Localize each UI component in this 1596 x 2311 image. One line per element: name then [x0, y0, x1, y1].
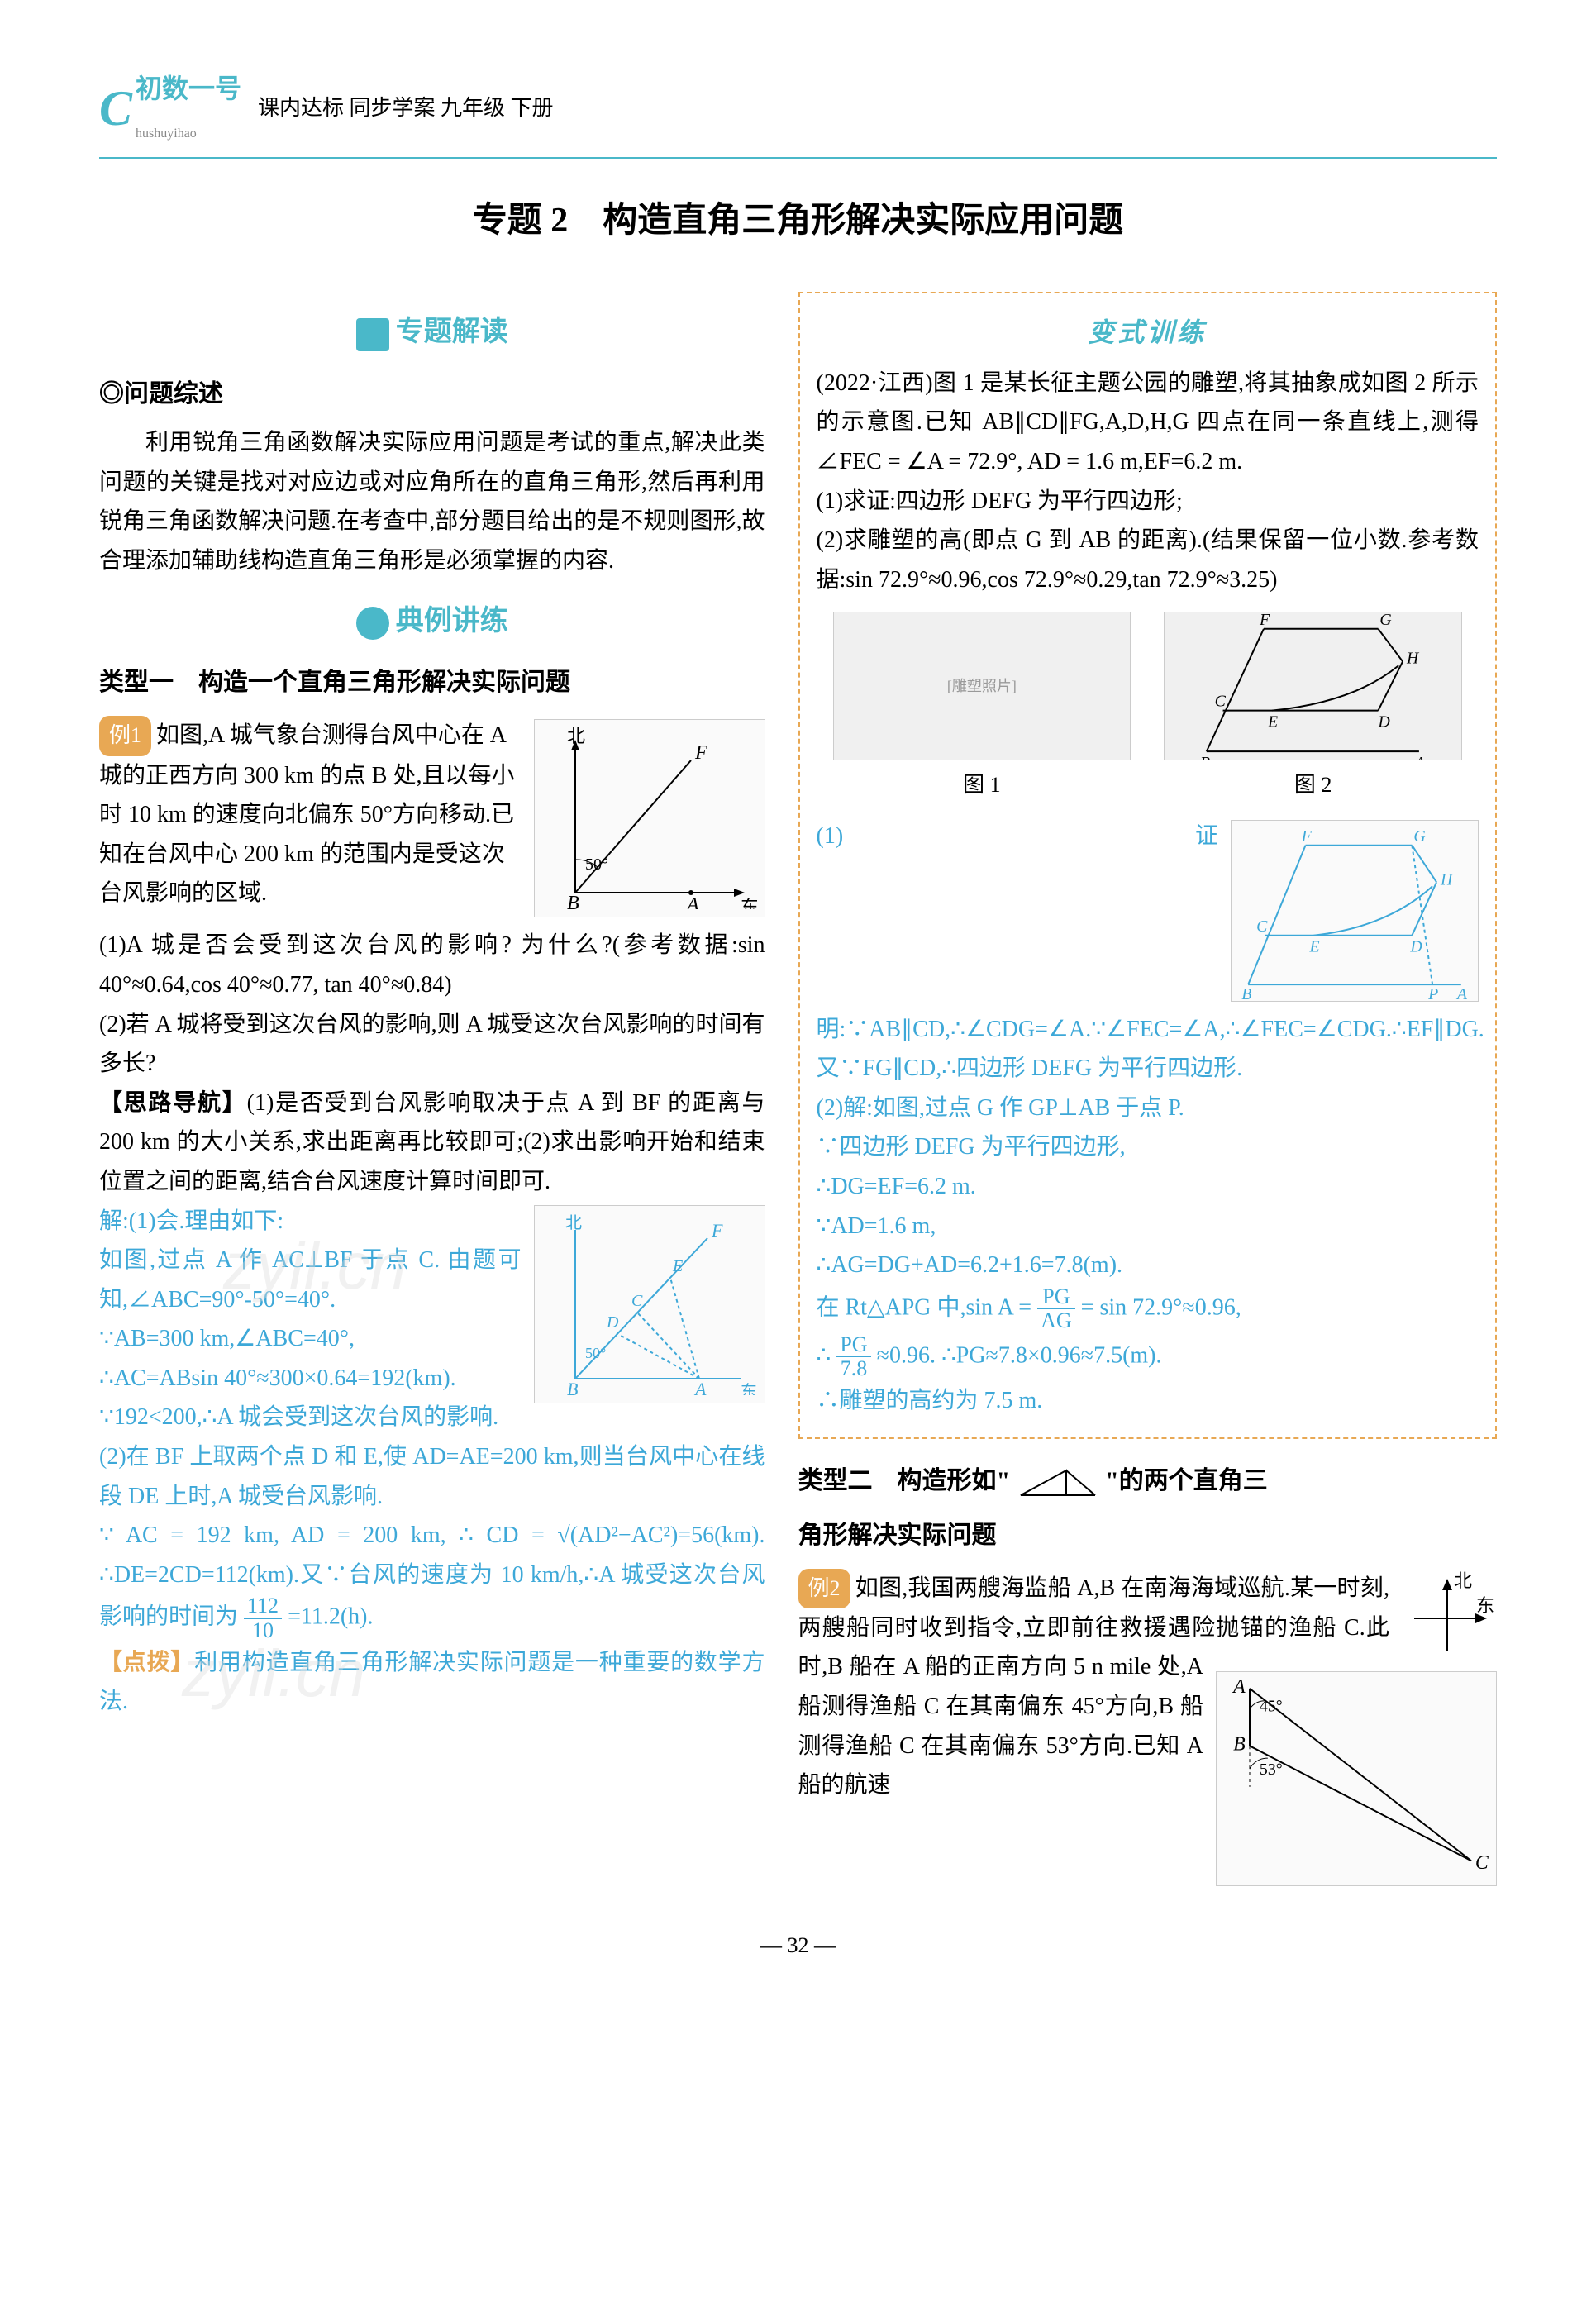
svg-text:E: E: [1309, 937, 1320, 955]
logo-text: 初数一号: [136, 74, 241, 103]
svg-text:北: 北: [1454, 1570, 1472, 1591]
variant-title: 变式训练: [817, 310, 1479, 355]
svg-text:50°: 50°: [585, 855, 608, 874]
label-east: 东: [741, 897, 757, 909]
overview-text: 利用锐角三角函数解决实际应用问题是考试的重点,解决此类问题的关键是找对对应边或对…: [99, 423, 765, 580]
type1-heading: 类型一 构造一个直角三角形解决实际问题: [99, 661, 765, 703]
page-header: C 初数一号 hushuyihao 课内达标 同步学案 九年级 下册: [99, 66, 1497, 159]
logo-letter: C: [99, 66, 132, 150]
triangle-icon: [1017, 1466, 1099, 1499]
type1-q2: (2)若 A 城将受到这次台风的影响,则 A 城受这次台风影响的时间有多长?: [99, 1005, 765, 1084]
svg-text:H: H: [1440, 870, 1454, 889]
variant-problem: (2022·江西)图 1 是某长征主题公园的雕塑,将其抽象成如图 2 所示的示意…: [817, 364, 1479, 482]
svg-text:E: E: [1267, 713, 1278, 731]
svg-text:A: A: [1232, 1675, 1246, 1697]
type1-solution: 解:(1)会.理由如下: 如图,过点 A 作 AC⊥BF 于点 C. 由题可知,…: [99, 1202, 765, 1722]
svg-text:P: P: [1427, 985, 1438, 1001]
variant-fig1-photo: [雕塑照片]: [833, 612, 1131, 760]
variant-q2: (2)求雕塑的高(即点 G 到 AB 的距离).(结果保留一位小数.参考数据:s…: [817, 521, 1479, 599]
section-practice-title: 典例讲练: [99, 598, 765, 646]
type1-guide: 【思路导航】(1)是否受到台风影响取决于点 A 到 BF 的距离与 200 km…: [99, 1084, 765, 1202]
svg-text:A: A: [1413, 754, 1426, 760]
svg-text:H: H: [1406, 650, 1420, 668]
svg-text:D: D: [1409, 937, 1422, 955]
variant-q1: (1)求证:四边形 DEFG 为平行四边形;: [817, 482, 1479, 522]
variant-fig2-caption: 图 2: [1164, 767, 1462, 803]
microphone-icon: [356, 607, 389, 640]
overview-heading: ◎问题综述: [99, 373, 765, 415]
svg-text:G: G: [1413, 827, 1425, 845]
svg-text:A: A: [685, 894, 699, 909]
type1-figure: 北 东 F B A 50°: [534, 719, 765, 917]
svg-text:F: F: [694, 742, 707, 764]
left-column: 专题解读 ◎问题综述 利用锐角三角函数解决实际应用问题是考试的重点,解决此类问题…: [99, 292, 765, 1894]
type2-heading-line2: 角形解决实际问题: [798, 1514, 1498, 1556]
header-subtitle: 课内达标 同步学案 九年级 下册: [258, 90, 554, 126]
svg-text:A: A: [1455, 985, 1468, 1001]
compass-icon: 北 东: [1398, 1569, 1497, 1668]
variant-fig2-diagram: F G H C E D B A: [1164, 612, 1462, 760]
svg-text:F: F: [1259, 612, 1270, 629]
svg-text:B: B: [1200, 754, 1210, 760]
variant-solution-figure: F G H C E D B A P: [1231, 820, 1479, 1002]
svg-text:C: C: [1256, 917, 1268, 935]
svg-text:B: B: [1233, 1733, 1246, 1755]
section-interpretation-title: 专题解读: [99, 308, 765, 356]
svg-text:F: F: [1301, 827, 1313, 845]
example2-badge: 例2: [798, 1569, 850, 1608]
type2-figure: A B C 45° 53°: [1216, 1671, 1497, 1886]
type1-q1: (1)A 城是否会受到这次台风的影响? 为什么?(参考数据:sin 40°≈0.…: [99, 926, 765, 1004]
type2-heading: 类型二 构造形如" "的两个直角三: [798, 1460, 1498, 1502]
variant-figures: [雕塑照片] 图 1 F G: [817, 612, 1479, 803]
logo-pinyin: hushuyihao: [136, 126, 197, 141]
page-title: 专题 2 构造直角三角形解决实际应用问题: [99, 192, 1497, 250]
variant-fig1-caption: 图 1: [833, 767, 1131, 803]
svg-text:45°: 45°: [1260, 1697, 1283, 1715]
svg-text:53°: 53°: [1260, 1761, 1283, 1779]
label-north: 北: [567, 727, 585, 746]
svg-text:东: 东: [1476, 1595, 1494, 1616]
svg-text:B: B: [567, 893, 579, 909]
svg-text:D: D: [1378, 713, 1390, 731]
svg-text:C: C: [1215, 693, 1227, 711]
svg-text:G: G: [1380, 612, 1392, 629]
easel-icon: [356, 318, 389, 351]
right-column: 变式训练 (2022·江西)图 1 是某长征主题公园的雕塑,将其抽象成如图 2 …: [798, 292, 1498, 1894]
page-number: — 32 —: [99, 1927, 1497, 1964]
example1-badge: 例1: [99, 716, 151, 755]
variant-box: 变式训练 (2022·江西)图 1 是某长征主题公园的雕塑,将其抽象成如图 2 …: [798, 292, 1498, 1438]
svg-text:B: B: [1241, 985, 1251, 1001]
svg-text:C: C: [1475, 1852, 1489, 1874]
